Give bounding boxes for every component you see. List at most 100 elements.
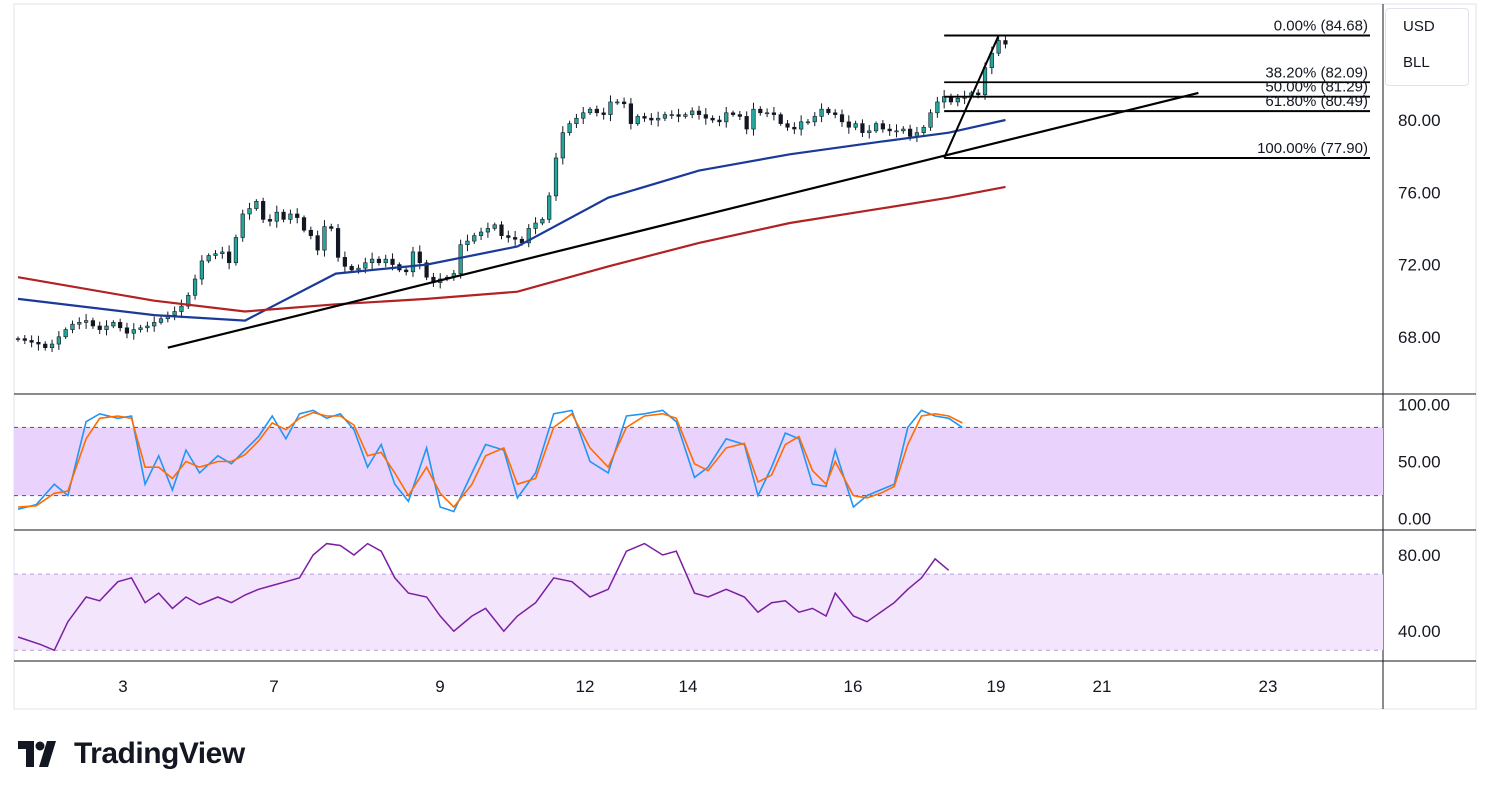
candle-body	[976, 92, 981, 96]
candle	[118, 318, 123, 332]
candle-body	[233, 237, 239, 264]
candle-body	[887, 128, 892, 132]
candle-body	[1003, 40, 1008, 45]
candle-body	[982, 67, 988, 96]
time-axis-label: 23	[1259, 677, 1278, 696]
candle-body	[104, 325, 109, 330]
candle-body	[513, 237, 518, 240]
candle-body	[254, 201, 259, 209]
stochastic-d-line	[17, 411, 963, 509]
candle-body	[724, 112, 729, 123]
candle	[111, 320, 116, 329]
candle-body	[267, 219, 273, 222]
candle	[540, 217, 545, 226]
price-pane	[15, 34, 1370, 353]
candle-body	[383, 258, 388, 264]
candle-body	[744, 116, 749, 130]
time-axis-label: 19	[987, 677, 1006, 696]
rsi-axis-label: 80.00	[1398, 546, 1441, 565]
candle	[553, 152, 559, 201]
candle	[506, 230, 511, 243]
candle-body	[730, 112, 736, 115]
candle	[192, 274, 198, 300]
candle	[683, 112, 688, 119]
candle	[199, 255, 204, 285]
candle-body	[615, 101, 620, 104]
candle	[342, 251, 347, 273]
stochastic-axis-label: 100.00	[1398, 396, 1450, 415]
candle-body	[894, 130, 899, 133]
candle-body	[192, 278, 198, 296]
candle	[179, 299, 184, 319]
candle	[621, 97, 627, 109]
candle	[642, 112, 647, 122]
candle	[329, 223, 334, 232]
time-axis-label: 7	[269, 677, 278, 696]
stochastic-axis-label: 0.00	[1398, 509, 1431, 528]
candle-body	[601, 112, 606, 115]
time-axis[interactable]: 3 7 9 12 14 16 19 21 23	[118, 677, 1277, 696]
candle-body	[77, 322, 82, 325]
candle	[785, 120, 790, 131]
fibonacci-level-label: 61.80% (80.49)	[1265, 93, 1368, 110]
candle	[792, 122, 797, 135]
candle-body	[737, 114, 742, 117]
candle-body	[478, 231, 484, 236]
time-axis-label: 12	[576, 677, 595, 696]
candle	[315, 230, 320, 256]
symbol-label: BLL	[1403, 54, 1430, 71]
candle	[880, 120, 885, 133]
candle	[615, 99, 620, 105]
currency-label[interactable]: USD	[1403, 18, 1435, 35]
candle-body	[247, 208, 252, 215]
candle-body	[15, 338, 21, 340]
candle-body	[22, 338, 27, 341]
candle	[43, 341, 48, 351]
currency-unit-box[interactable]: USD BLL	[1385, 8, 1469, 86]
candle	[15, 336, 21, 342]
candle-body	[935, 101, 940, 114]
candle-body	[90, 320, 96, 327]
candle	[22, 335, 27, 345]
candle-body	[124, 327, 130, 334]
candle-body	[199, 260, 204, 280]
candle	[84, 314, 89, 329]
candle	[465, 234, 470, 252]
candle	[996, 37, 1001, 57]
candle	[799, 115, 804, 136]
candle	[826, 107, 831, 115]
candle-body	[676, 114, 681, 117]
candle-body	[547, 195, 552, 220]
price-axis-label: 80.00	[1398, 111, 1441, 130]
candle-body	[220, 251, 225, 255]
candle	[608, 95, 613, 122]
rsi-pane	[14, 542, 1383, 652]
candle-body	[417, 251, 422, 264]
price-axis-label: 76.00	[1398, 183, 1441, 202]
candle	[322, 220, 327, 257]
candle	[873, 121, 879, 134]
brand-logo[interactable]: TradingView	[18, 734, 245, 774]
candle-body	[785, 123, 790, 128]
candle	[49, 339, 55, 353]
candle	[308, 226, 313, 240]
candle-body	[696, 110, 702, 115]
candle-body	[594, 108, 599, 114]
candle	[635, 114, 640, 126]
price-axis[interactable]: 80.00 76.00 72.00 68.00 100.00 50.00 0.00 80.00…	[1398, 111, 1450, 641]
candle	[587, 107, 593, 115]
candle-body	[172, 311, 177, 316]
ascending-trendline-main	[167, 91, 1199, 349]
candle	[410, 246, 416, 277]
candle-body	[274, 211, 279, 222]
tradingview-logo-icon	[18, 741, 56, 767]
candle-body	[492, 224, 497, 229]
candle-body	[410, 251, 416, 273]
time-axis-label: 3	[118, 677, 127, 696]
candle	[206, 253, 211, 264]
candle-body	[36, 341, 41, 345]
candle	[737, 110, 742, 121]
candle	[131, 323, 136, 340]
candle	[594, 105, 599, 117]
